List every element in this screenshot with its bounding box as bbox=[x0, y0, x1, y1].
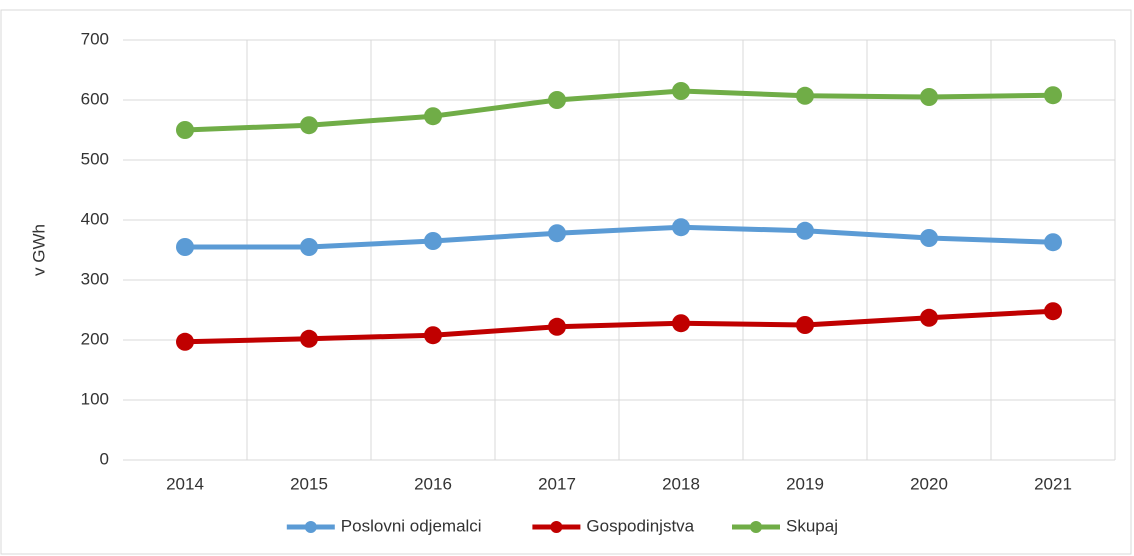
series-line bbox=[184, 308, 1054, 345]
data-point bbox=[300, 329, 318, 348]
legend-label: Skupaj bbox=[786, 516, 838, 535]
x-tick-label: 2017 bbox=[538, 474, 576, 493]
x-tick-label: 2019 bbox=[786, 474, 824, 493]
data-point bbox=[796, 86, 814, 105]
data-point bbox=[672, 314, 690, 333]
data-point bbox=[424, 107, 442, 126]
legend-label: Poslovni odjemalci bbox=[341, 516, 482, 535]
y-tick-label: 400 bbox=[81, 209, 109, 228]
y-tick-label: 700 bbox=[81, 29, 109, 48]
chart-border bbox=[0, 9, 1132, 555]
data-point bbox=[920, 88, 938, 106]
y-tick-label: 500 bbox=[81, 149, 109, 168]
y-tick-label: 0 bbox=[100, 449, 109, 468]
legend-marker bbox=[550, 521, 563, 533]
y-tick-label: 200 bbox=[81, 329, 109, 348]
y-tick-label: 100 bbox=[81, 389, 109, 408]
data-point bbox=[548, 224, 566, 243]
data-point bbox=[1044, 302, 1062, 321]
data-point bbox=[1044, 86, 1062, 105]
data-point bbox=[424, 326, 442, 345]
data-point bbox=[548, 317, 566, 336]
data-point bbox=[920, 229, 938, 247]
data-point bbox=[1044, 233, 1062, 252]
data-point bbox=[176, 332, 194, 351]
x-tick-label: 2020 bbox=[910, 474, 948, 493]
data-point bbox=[176, 238, 194, 256]
data-point bbox=[300, 116, 318, 135]
y-axis-label: v GWh bbox=[29, 224, 48, 276]
data-point bbox=[796, 316, 814, 334]
data-point bbox=[300, 238, 318, 256]
legend-label: Gospodinjstva bbox=[586, 516, 694, 535]
data-point bbox=[920, 308, 938, 327]
data-point bbox=[672, 82, 690, 100]
y-tick-label: 300 bbox=[81, 269, 109, 288]
data-point bbox=[176, 121, 194, 139]
x-tick-label: 2016 bbox=[414, 474, 452, 493]
y-tick-label: 600 bbox=[81, 89, 109, 108]
series-line bbox=[184, 88, 1054, 133]
data-point bbox=[672, 218, 690, 237]
data-point bbox=[548, 91, 566, 109]
x-tick-label: 2015 bbox=[290, 474, 328, 493]
data-point bbox=[796, 221, 814, 240]
legend-marker bbox=[750, 521, 762, 533]
x-tick-label: 2014 bbox=[166, 474, 204, 493]
x-tick-label: 2021 bbox=[1034, 474, 1072, 493]
x-tick-label: 2018 bbox=[662, 474, 700, 493]
series-line bbox=[185, 224, 1054, 250]
legend-marker bbox=[304, 521, 317, 533]
data-point bbox=[424, 232, 442, 250]
